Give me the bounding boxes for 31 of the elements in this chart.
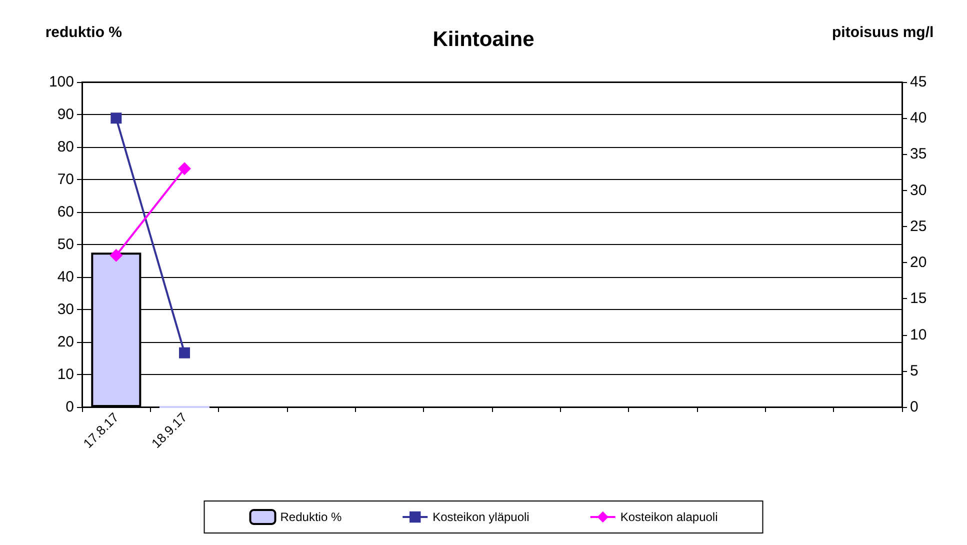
y2-tick-label: 30 bbox=[910, 182, 927, 199]
chart-title: Kiintoaine bbox=[432, 28, 534, 51]
y2-tick-label: 40 bbox=[910, 110, 927, 127]
y-tick-label: 0 bbox=[66, 398, 74, 416]
y-axis-title: reduktio % bbox=[45, 24, 122, 41]
point bbox=[179, 347, 190, 358]
point bbox=[110, 112, 122, 124]
y-tick-label: 20 bbox=[57, 334, 74, 350]
point bbox=[178, 162, 191, 176]
y2-tick-label: 5 bbox=[910, 362, 918, 380]
y-tick-label: 30 bbox=[57, 301, 74, 318]
y2-tick-label: 20 bbox=[910, 254, 927, 272]
y2-tick-label: 25 bbox=[910, 218, 927, 235]
y-tick-label: 40 bbox=[57, 268, 74, 286]
y-tick-label: 80 bbox=[57, 138, 74, 156]
legend-label: Kosteikon yläpuoli bbox=[432, 510, 530, 524]
point bbox=[110, 248, 123, 262]
y-tick-label: 60 bbox=[57, 204, 74, 220]
y-tick-label: 50 bbox=[57, 236, 74, 253]
y2-tick-label: 45 bbox=[910, 74, 927, 90]
y-tick-label: 10 bbox=[57, 366, 74, 383]
y-tick-label: 70 bbox=[57, 171, 74, 188]
y2-tick-label: 10 bbox=[910, 326, 927, 344]
y-tick-label: 90 bbox=[57, 106, 74, 123]
y2-tick-label: 0 bbox=[910, 398, 918, 416]
y-tick-label: 100 bbox=[48, 74, 74, 90]
y2-tick-label: 35 bbox=[910, 146, 927, 163]
y2-axis-title: pitoisuus mg/l bbox=[832, 24, 934, 41]
legend-label: Kosteikon alapuoli bbox=[620, 510, 718, 524]
legend-label: Reduktio % bbox=[280, 510, 342, 524]
y2-tick-label: 15 bbox=[910, 290, 927, 308]
